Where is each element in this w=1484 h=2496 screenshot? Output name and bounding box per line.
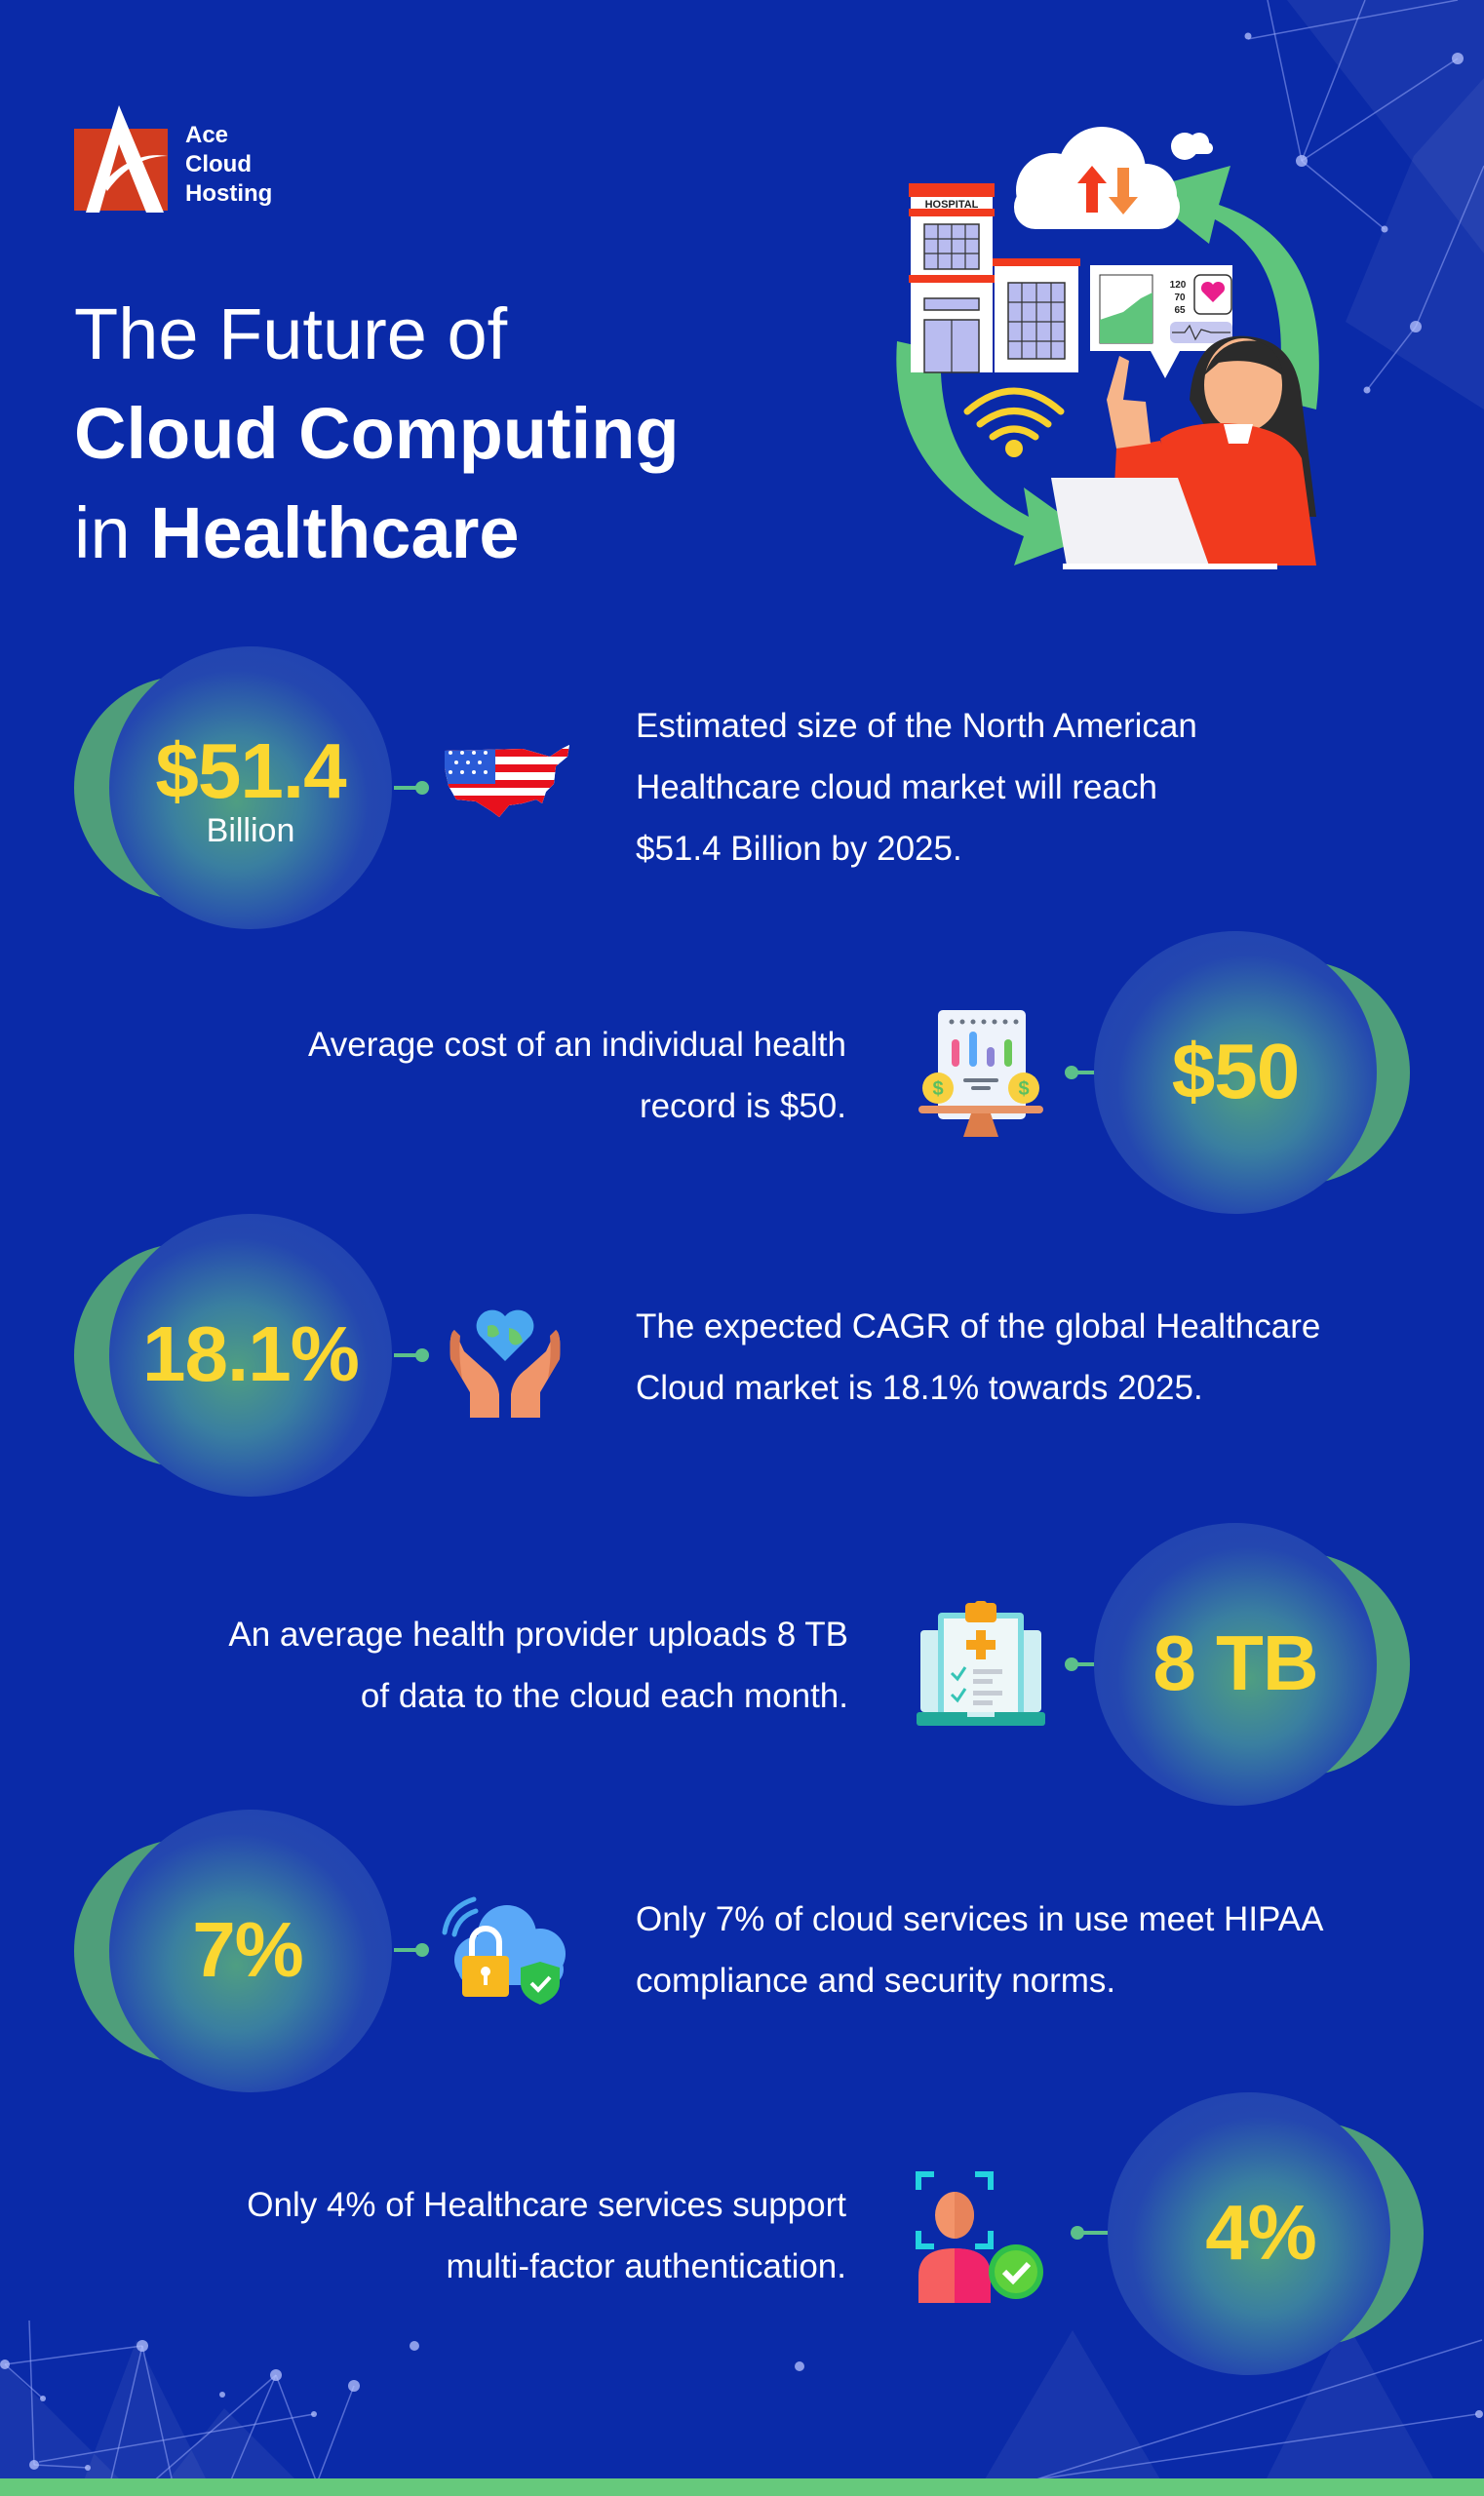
bubble-front-shape: [1094, 931, 1377, 1214]
title-line-1: The Future of: [74, 293, 508, 374]
hero-illustration: HOSPITAL 120 70 65: [868, 107, 1346, 585]
connector-dot: [1065, 1066, 1078, 1079]
svg-text:$: $: [1018, 1078, 1029, 1100]
connector-line: [1078, 2231, 1110, 2235]
stat-value: 7%: [192, 1906, 304, 1993]
title-line-3: in Healthcare: [74, 484, 815, 583]
stat-description-line: compliance and security norms.: [636, 1962, 1116, 2000]
stat-bubble-cagr: 18.1%: [74, 1214, 396, 1497]
connector-dot: [415, 781, 429, 795]
brand-name-line: Cloud: [185, 151, 252, 177]
title-line-3-light: in: [74, 492, 151, 573]
stat-bubble-market-size: $51.4 Billion: [74, 646, 396, 929]
stat-description-line: Estimated size of the North American: [636, 707, 1197, 745]
stat-bubble-mfa: 4%: [1108, 2092, 1429, 2375]
stat-description-line: $51.4 Billion by 2025.: [636, 830, 962, 868]
bubble-front-shape: [109, 1810, 392, 2092]
stat-value: 18.1%: [142, 1310, 360, 1397]
stat-description: Only 4% of Healthcare services support m…: [137, 2174, 846, 2297]
page-title: The Future of Cloud Computing in Healthc…: [74, 285, 815, 583]
face-id-verified-user-icon: [916, 2171, 1043, 2303]
stat-value: 8 TB: [1152, 1619, 1318, 1706]
bubble-front-shape: [109, 646, 392, 929]
stat-description: Estimated size of the North American Hea…: [636, 695, 1377, 879]
svg-text:70: 70: [1174, 292, 1186, 303]
stat-description: An average health provider uploads 8 TB …: [107, 1604, 848, 1727]
bubble-front-shape: [109, 1214, 392, 1497]
stat-value: 4%: [1205, 2189, 1317, 2276]
brand-name-line: Hosting: [185, 180, 273, 207]
stat-value: $50: [1171, 1028, 1300, 1114]
brand-name-line: Ace: [185, 122, 229, 148]
stat-description-line: Only 7% of cloud services in use meet HI…: [636, 1900, 1324, 1938]
svg-text:$: $: [932, 1078, 943, 1100]
stat-value: $51.4: [155, 727, 346, 814]
connector-line: [394, 786, 421, 790]
svg-text:120: 120: [1170, 280, 1187, 291]
stat-description-line: Average cost of an individual health: [308, 1026, 846, 1064]
stat-description-line: The expected CAGR of the global Healthca…: [636, 1307, 1321, 1346]
stat-description: Average cost of an individual health rec…: [137, 1014, 846, 1137]
brand-logo[interactable]: Ace Cloud Hosting: [74, 105, 308, 213]
svg-text:65: 65: [1174, 305, 1186, 316]
connector-dot: [415, 1943, 429, 1957]
bubble-front-shape: [1094, 1523, 1377, 1806]
footer-bar: [0, 2478, 1484, 2496]
ace-logo-mark-icon: [74, 105, 168, 213]
stat-bubble-hipaa: 7%: [74, 1810, 396, 2092]
stat-description: The expected CAGR of the global Healthca…: [636, 1296, 1416, 1419]
secure-cloud-lock-icon: [442, 1896, 566, 2005]
stat-description-line: of data to the cloud each month.: [360, 1677, 848, 1715]
medical-clipboard-laptop-icon: [917, 1601, 1045, 1726]
stat-description-line: multi-factor authentication.: [446, 2247, 846, 2285]
connector-line: [394, 1948, 421, 1952]
cloud-healthcare-illustration-icon: HOSPITAL 120 70 65: [896, 127, 1319, 569]
stat-bubble-data-upload: 8 TB: [1094, 1523, 1416, 1806]
bubble-front-shape: [1108, 2092, 1390, 2375]
cost-scale-report-icon: $ $: [918, 1010, 1043, 1137]
stat-description-line: Cloud market is 18.1% towards 2025.: [636, 1369, 1203, 1407]
brand-name: Ace Cloud Hosting: [185, 121, 272, 209]
connector-line: [1073, 1662, 1096, 1666]
stat-bubble-record-cost: $50: [1094, 931, 1416, 1214]
stat-sub-label: Billion: [206, 812, 295, 849]
stat-description-line: record is $50.: [639, 1087, 846, 1125]
stat-description-line: An average health provider uploads 8 TB: [228, 1616, 848, 1654]
stat-description-line: Healthcare cloud market will reach: [636, 768, 1157, 806]
title-line-2: Cloud Computing: [74, 393, 680, 474]
hospital-label: HOSPITAL: [925, 199, 979, 211]
connector-dot: [415, 1348, 429, 1362]
stat-description: Only 7% of cloud services in use meet HI…: [636, 1889, 1435, 2011]
title-line-3-bold: Healthcare: [150, 492, 520, 573]
hands-holding-earth-heart-icon: [449, 1309, 561, 1418]
connector-line: [1073, 1071, 1096, 1074]
stat-description-line: Only 4% of Healthcare services support: [247, 2186, 846, 2224]
connector-line: [394, 1353, 421, 1357]
connector-dot: [1071, 2226, 1084, 2240]
usa-flag-map-icon: [445, 745, 569, 817]
connector-dot: [1065, 1658, 1078, 1671]
